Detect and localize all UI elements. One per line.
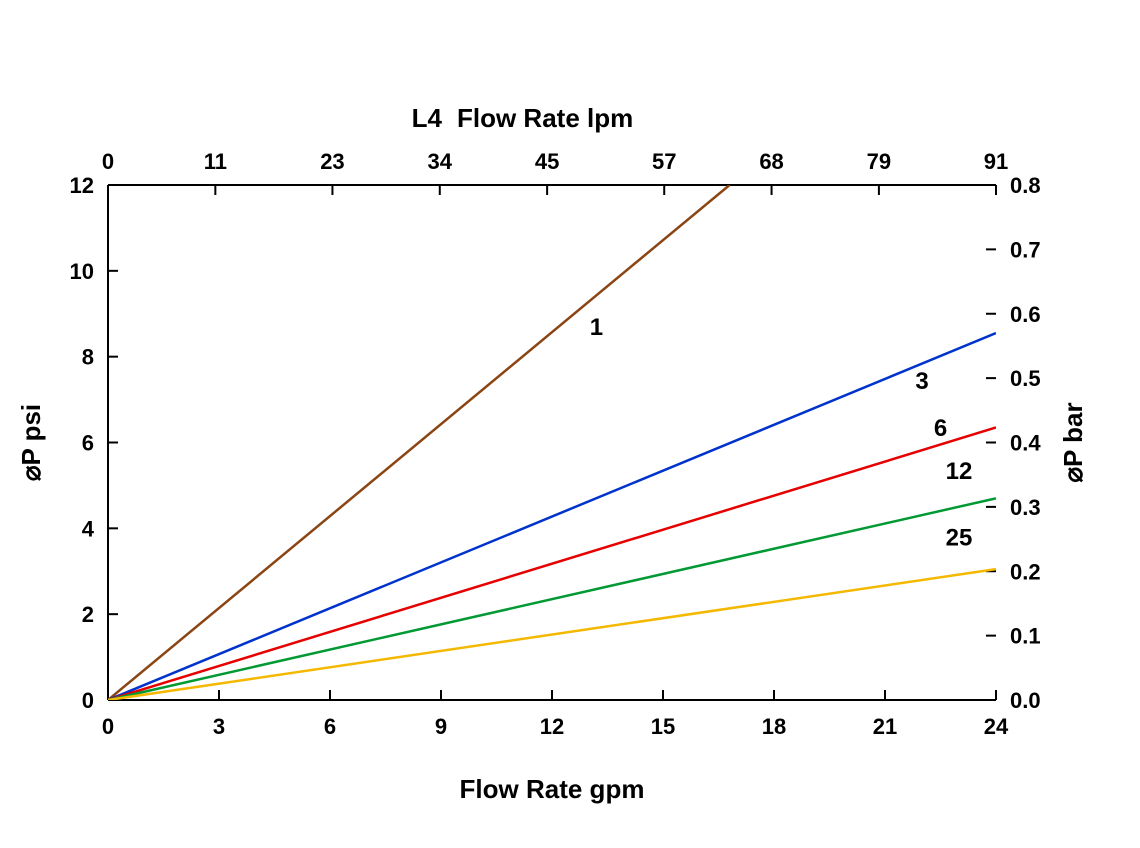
y-left-tick-label: 12 xyxy=(70,173,94,198)
series-label-1: 1 xyxy=(590,314,603,341)
series-label-3: 3 xyxy=(915,368,928,395)
y-right-tick-label: 0.5 xyxy=(1010,366,1041,391)
y-left-label: ⌀P psi xyxy=(16,404,46,481)
x-top-tick-label: 0 xyxy=(102,149,114,174)
series-line-12 xyxy=(108,498,996,700)
y-right-tick-label: 0.2 xyxy=(1010,559,1041,584)
pressure-flow-chart: 0369121518212401123344557687991024681012… xyxy=(0,0,1140,848)
y-left-tick-label: 10 xyxy=(70,259,94,284)
x-bottom-tick-label: 21 xyxy=(873,714,897,739)
y-right-tick-label: 0.6 xyxy=(1010,302,1041,327)
y-left-tick-label: 2 xyxy=(82,602,94,627)
x-top-tick-label: 23 xyxy=(320,149,344,174)
y-right-tick-label: 0.7 xyxy=(1010,237,1041,262)
chart-svg: 0369121518212401123344557687991024681012… xyxy=(0,0,1140,848)
series-label-25: 25 xyxy=(946,525,973,552)
y-left-tick-label: 6 xyxy=(82,431,94,456)
x-top-tick-label: 57 xyxy=(652,149,676,174)
x-bottom-tick-label: 12 xyxy=(540,714,564,739)
x-bottom-label: Flow Rate gpm xyxy=(460,774,645,804)
y-right-tick-label: 0.1 xyxy=(1010,624,1041,649)
x-bottom-tick-label: 15 xyxy=(651,714,675,739)
x-top-tick-label: 45 xyxy=(535,149,559,174)
series-line-3 xyxy=(108,333,996,700)
x-bottom-tick-label: 18 xyxy=(762,714,786,739)
series-label-6: 6 xyxy=(934,415,947,442)
y-right-tick-label: 0.0 xyxy=(1010,688,1041,713)
y-right-label: ⌀P bar xyxy=(1058,402,1088,482)
y-right-tick-label: 0.3 xyxy=(1010,495,1041,520)
x-top-label: Flow Rate lpm xyxy=(457,103,633,133)
y-right-tick-label: 0.8 xyxy=(1010,173,1041,198)
y-left-tick-label: 0 xyxy=(82,688,94,713)
x-top-tick-label: 79 xyxy=(867,149,891,174)
series-group xyxy=(108,185,996,700)
x-top-tick-label: 34 xyxy=(428,149,453,174)
x-bottom-tick-label: 6 xyxy=(324,714,336,739)
x-top-tick-label: 91 xyxy=(984,149,1008,174)
top-title-prefix: L4 xyxy=(412,103,443,133)
x-bottom-tick-label: 3 xyxy=(213,714,225,739)
x-top-tick-label: 68 xyxy=(759,149,783,174)
y-left-tick-label: 4 xyxy=(82,516,95,541)
y-right-tick-label: 0.4 xyxy=(1010,431,1041,456)
y-left-tick-label: 8 xyxy=(82,345,94,370)
x-bottom-tick-label: 9 xyxy=(435,714,447,739)
x-bottom-tick-label: 24 xyxy=(984,714,1009,739)
x-bottom-tick-label: 0 xyxy=(102,714,114,739)
x-top-tick-label: 11 xyxy=(204,149,227,174)
series-label-12: 12 xyxy=(946,458,973,485)
series-line-6 xyxy=(108,427,996,700)
